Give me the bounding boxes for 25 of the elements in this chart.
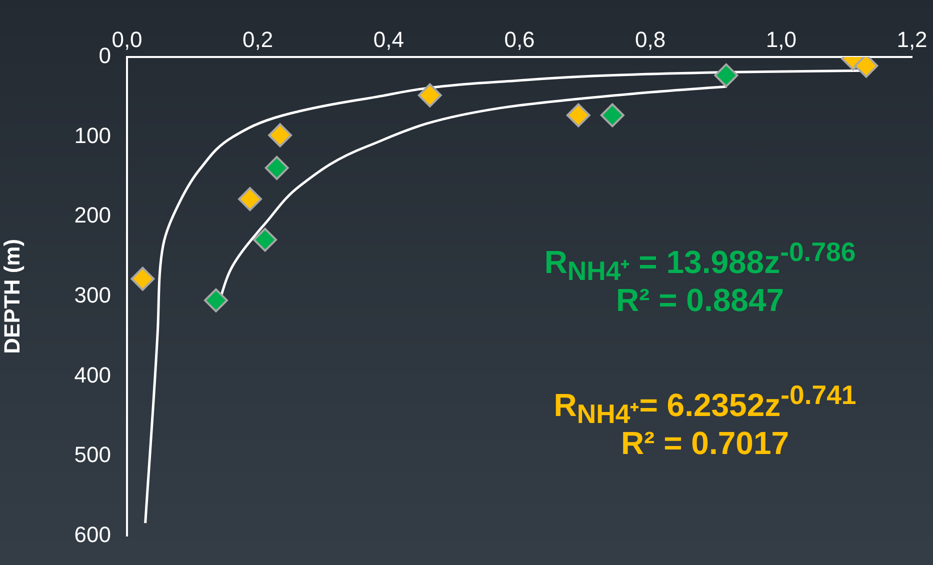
y-tick-label: 300 [74,282,111,308]
point [130,266,155,291]
y-tick-label: 600 [74,522,111,547]
point [253,228,278,252]
x-tick-label: 0,2 [242,26,274,52]
point [418,83,442,108]
point [600,103,624,128]
x-tick-label: 0,0 [112,26,142,52]
y-tick-label: 100 [74,122,111,148]
y-tick-label: 400 [74,362,111,388]
x-tick-label: 0,6 [504,26,535,52]
point [264,156,289,180]
point [714,63,738,88]
y-tick-label: 200 [74,202,111,228]
y-tick-label: 500 [74,442,111,468]
x-tick-label: 1,2 [896,26,928,52]
point [238,187,262,212]
x-tick-label: 1,0 [766,26,796,52]
point [566,103,590,128]
point [268,123,292,148]
y-axis-title: DEPTH (m) [0,238,24,354]
y-tick-label: 0 [98,43,111,68]
x-tick-label: 0,8 [635,26,666,52]
point [204,288,228,312]
x-tick-label: 0,4 [373,26,404,52]
